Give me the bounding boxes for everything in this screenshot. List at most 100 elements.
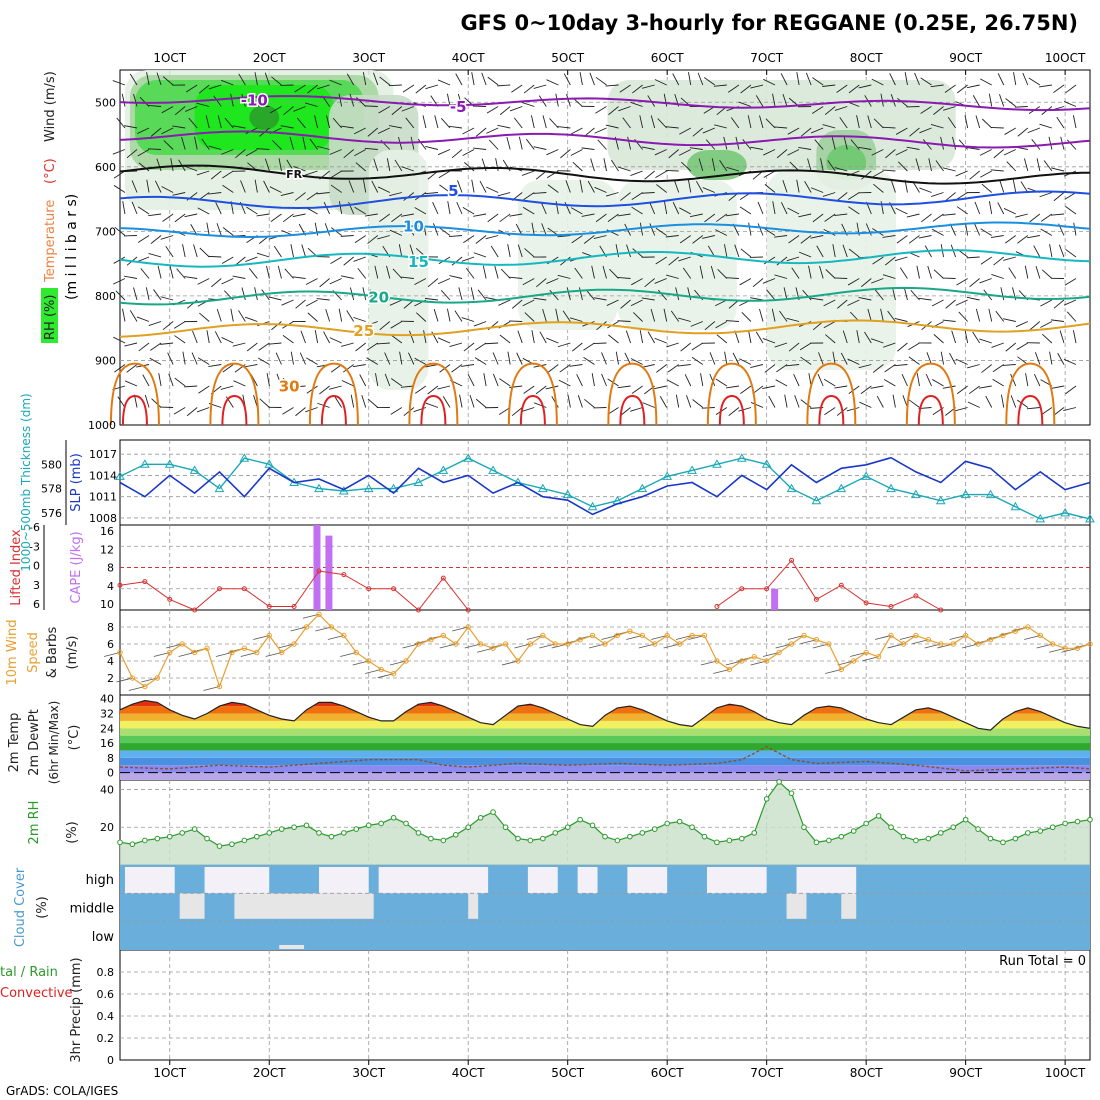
contour-label: FR: [286, 168, 303, 181]
upper-wind-barb: [148, 321, 162, 327]
upper-wind-barb: [517, 244, 523, 258]
upper-wind-barb: [462, 149, 475, 157]
upper-wind-barb: [670, 310, 680, 322]
thickness-point: [761, 459, 772, 468]
upper-wind-barb: [882, 274, 896, 279]
upper-wind-barb: [423, 330, 427, 344]
upper-wind-barb: [882, 235, 896, 238]
upper-wind-barb: [687, 287, 692, 301]
thickness-point: [811, 495, 822, 505]
thickness-point: [587, 501, 598, 511]
temp-line: [119, 699, 1091, 731]
upper-wind-barb: [354, 149, 366, 157]
upper-wind-barb: [566, 287, 571, 301]
rh-point: [689, 824, 695, 831]
rh-point: [1000, 839, 1006, 846]
wind-speed-point: [689, 632, 695, 639]
upper-wind-barb: [522, 278, 535, 286]
rh-point: [1012, 835, 1019, 842]
upper-wind-barb: [1010, 373, 1017, 387]
upper-wind-barb: [473, 213, 487, 217]
upper-wind-barb: [1000, 394, 1005, 408]
upper-wind-barb: [349, 93, 355, 107]
upper-wind-barb: [710, 265, 716, 279]
upper-wind-barb: [373, 72, 379, 86]
panel-frame-thick: [119, 439, 1091, 526]
upper-wind-barb: [232, 342, 246, 347]
run-total-text: Run Total = 0: [999, 954, 1086, 969]
li-point: [167, 596, 173, 602]
upper-wind-barb: [842, 330, 848, 344]
upper-wind-barb: [558, 379, 571, 387]
upper-wind-barb: [473, 252, 487, 258]
upper-wind-barb: [379, 76, 391, 86]
upper-wind-barb: [703, 77, 716, 86]
upper-wind-barb: [901, 373, 908, 387]
upper-wind-barb: [908, 399, 920, 408]
upper-wind-barb: [485, 342, 499, 345]
upper-wind-barb: [591, 265, 595, 279]
wind-speed-point: [614, 632, 621, 639]
upper-wind-barb: [727, 84, 740, 93]
panel-frame-upper: [119, 69, 1091, 426]
upper-wind-barb: [603, 158, 607, 172]
upper-wind-barb: [691, 356, 704, 365]
rh-point: [490, 809, 496, 815]
wind-speed-line: [119, 613, 1091, 689]
upper-wind-barb: [618, 106, 631, 112]
upper-wind-barb: [329, 79, 342, 86]
thickness-point: [214, 483, 225, 493]
upper-wind-barb: [663, 201, 668, 215]
upper-wind-barb: [607, 213, 619, 222]
upper-wind-barb: [949, 352, 956, 365]
upper-wind-barb: [264, 158, 270, 172]
upper-wind-barb: [1040, 299, 1053, 307]
upper-wind-barb: [216, 308, 222, 322]
upper-wind-barb: [113, 185, 126, 193]
isotherm-35-loop: [320, 394, 347, 426]
upper-wind-barb: [1026, 407, 1040, 410]
wind-speed-point: [490, 645, 496, 651]
upper-wind-barb: [240, 180, 246, 193]
upper-wind-barb: [247, 97, 258, 107]
upper-wind-barb: [667, 379, 679, 387]
upper-wind-barb: [184, 213, 198, 218]
rh-point: [1025, 830, 1031, 836]
upper-wind-barb: [711, 158, 716, 172]
upper-wind-barb: [391, 213, 403, 223]
upper-wind-barb: [1005, 98, 1017, 107]
contour-label: 15: [408, 253, 429, 271]
li-label: Lifted Index: [9, 529, 24, 606]
li-tick-label: -6: [29, 521, 40, 534]
upper-wind-barb: [659, 395, 668, 408]
thickness-tick-label: 578: [41, 483, 62, 496]
upper-wind-barb: [932, 213, 944, 222]
rh-point: [179, 830, 185, 836]
upper-wind-barb: [386, 158, 391, 172]
upper-wind-barb: [342, 364, 354, 373]
upper-wind-barb: [810, 187, 824, 193]
wind-barb: [961, 643, 979, 649]
upper-wind-barb: [871, 278, 884, 284]
upper-wind-barb: [379, 213, 391, 223]
wind-barb: [178, 652, 195, 657]
wind-speed-point: [1062, 645, 1068, 651]
upper-wind-barb: [560, 256, 571, 266]
upper-wind-barb: [161, 186, 174, 193]
upper-wind-barb: [511, 407, 523, 417]
upper-wind-barb: [897, 342, 908, 352]
upper-wind-barb: [763, 149, 776, 156]
upper-wind-barb: [290, 351, 294, 365]
wind-speed-point: [465, 624, 471, 630]
upper-wind-barb: [172, 125, 186, 129]
upper-wind-barb: [824, 407, 836, 416]
upper-wind-barb: [952, 136, 957, 150]
upper-wind-barb: [362, 287, 367, 301]
upper-wind-barb: [884, 256, 896, 266]
upper-wind-barb: [304, 102, 318, 107]
wind-barb: [253, 635, 270, 640]
wind-barb: [290, 626, 307, 632]
upper-wind-barb: [993, 256, 1005, 266]
cape-tick-label: 10: [100, 598, 114, 611]
rh-point: [751, 830, 758, 836]
